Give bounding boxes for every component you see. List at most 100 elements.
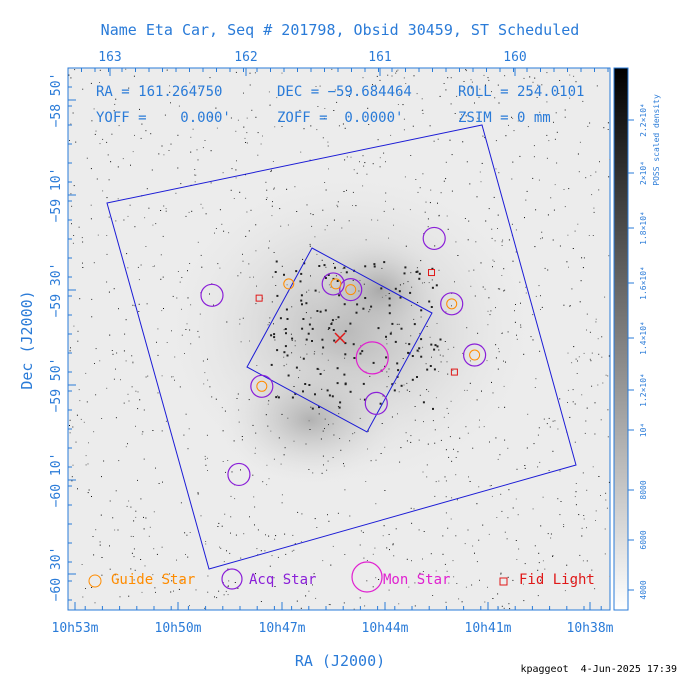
background-star: [82, 241, 84, 243]
background-star: [429, 125, 431, 127]
background-star: [274, 126, 276, 128]
background-star: [77, 488, 78, 490]
nebula-star: [394, 340, 397, 343]
background-star: [604, 296, 606, 298]
background-star: [237, 393, 239, 395]
background-star: [487, 77, 489, 79]
background-star: [225, 590, 227, 592]
background-star: [547, 269, 549, 271]
background-star: [139, 399, 141, 401]
background-star: [534, 77, 536, 79]
nebula-star: [433, 348, 436, 351]
background-star: [352, 191, 354, 193]
background-star: [580, 87, 582, 89]
background-star: [406, 382, 408, 384]
background-star: [310, 213, 312, 215]
background-star: [254, 524, 255, 526]
background-star: [141, 591, 143, 593]
background-star: [340, 449, 342, 451]
background-star: [243, 126, 245, 128]
nebula-star: [338, 294, 341, 297]
background-star: [140, 137, 142, 139]
background-star: [564, 206, 566, 208]
background-star: [512, 507, 514, 509]
background-star: [586, 329, 587, 331]
background-star: [348, 220, 350, 222]
background-star: [525, 292, 527, 294]
background-star: [504, 531, 506, 533]
background-star: [405, 342, 407, 344]
background-star: [300, 151, 302, 153]
background-star: [181, 277, 183, 278]
background-star: [355, 205, 357, 207]
nebula-star: [285, 332, 287, 335]
background-star: [371, 114, 373, 116]
background-star: [189, 82, 191, 84]
background-star: [432, 595, 434, 596]
nebula-star: [285, 308, 288, 311]
background-star: [484, 601, 486, 603]
background-star: [346, 90, 348, 92]
background-star: [290, 333, 292, 335]
background-star: [567, 389, 569, 391]
background-star: [77, 340, 79, 342]
background-star: [397, 413, 398, 415]
background-star: [507, 517, 509, 519]
left-tick-label: −60 10': [49, 453, 64, 508]
background-star: [322, 137, 324, 139]
background-star: [333, 434, 335, 436]
background-star: [257, 529, 259, 531]
background-star: [564, 590, 566, 592]
background-star: [127, 393, 129, 395]
background-star: [529, 76, 531, 78]
background-star: [505, 135, 507, 137]
background-star: [484, 288, 486, 290]
background-star: [541, 231, 543, 233]
background-star: [145, 517, 147, 519]
background-star: [225, 471, 226, 473]
nebula-star: [276, 349, 279, 352]
background-star: [71, 480, 73, 482]
background-star: [575, 504, 577, 506]
background-star: [526, 190, 528, 192]
background-star: [369, 375, 371, 377]
background-star: [410, 335, 412, 337]
nebula-star: [279, 317, 282, 320]
background-star: [228, 580, 230, 582]
background-star: [333, 110, 335, 111]
background-star: [152, 430, 154, 431]
background-star: [240, 469, 241, 471]
background-star: [410, 507, 412, 509]
background-star: [502, 332, 503, 334]
background-star: [187, 297, 189, 299]
background-star: [170, 143, 172, 145]
nebula-star: [326, 389, 329, 392]
background-star: [132, 362, 134, 364]
background-star: [337, 406, 339, 407]
background-star: [508, 489, 510, 491]
colorbar-tick-label: 6000: [639, 530, 648, 549]
background-star: [605, 492, 607, 494]
background-star: [379, 166, 381, 168]
background-star: [74, 69, 76, 71]
background-star: [365, 481, 367, 482]
background-star: [101, 574, 103, 576]
nebula-star: [408, 343, 411, 346]
background-star: [573, 346, 575, 348]
colorbar-tick-label: 2×10⁴: [639, 161, 648, 185]
background-star: [538, 179, 540, 181]
nebula-star: [400, 327, 403, 330]
nebula-star: [431, 286, 434, 289]
background-star: [130, 164, 131, 166]
background-star: [332, 457, 334, 458]
background-star: [388, 237, 389, 239]
background-star: [527, 413, 529, 415]
background-star: [249, 340, 250, 342]
background-star: [532, 81, 534, 83]
background-star: [209, 293, 210, 295]
background-star: [315, 86, 317, 87]
background-star: [359, 597, 361, 599]
nebula-star: [327, 274, 330, 276]
background-star: [249, 516, 250, 518]
background-star: [396, 70, 398, 72]
